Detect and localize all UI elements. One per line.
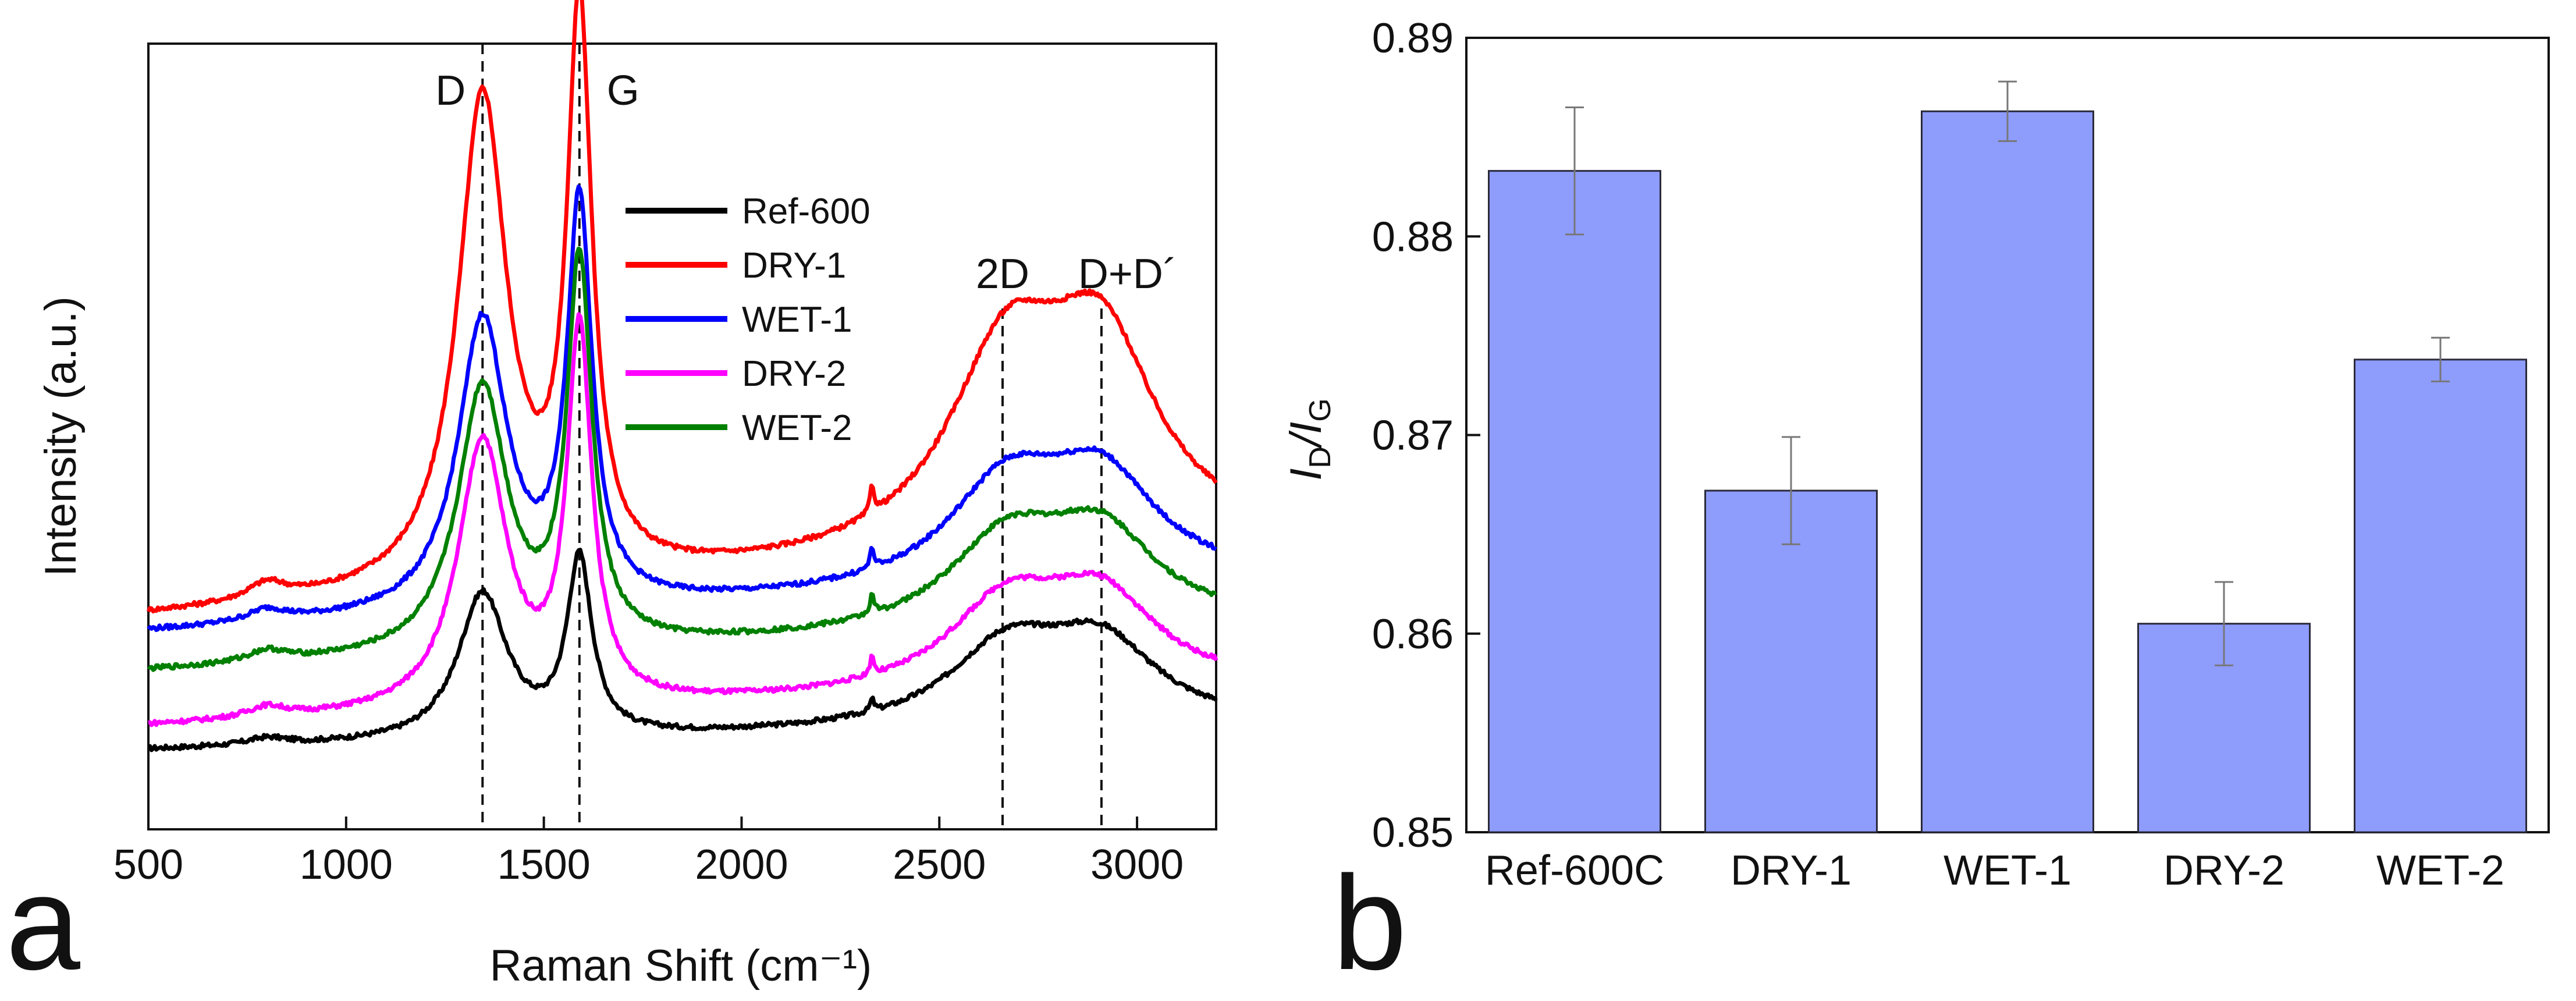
x-category-label: WET-2 <box>2376 847 2504 894</box>
panel-label-b: b <box>1333 848 1407 998</box>
series-line-ref-600 <box>148 548 1218 752</box>
peak-labels: D G 2D D+D´ <box>435 68 1177 297</box>
legend: Ref-600 DRY-1 WET-1 DRY-2 WET-2 <box>626 191 870 448</box>
legend-label: WET-1 <box>742 300 852 340</box>
x-category-label: DRY-2 <box>2163 847 2284 894</box>
x-axis-ticks: 500 1000 1500 2000 2500 3000 <box>113 817 1184 888</box>
ylabel-slash-i: /I <box>1281 422 1331 449</box>
x-tick-label: 500 <box>113 842 183 888</box>
legend-label: DRY-2 <box>742 354 846 394</box>
panel-a-raman-chart: 500 1000 1500 2000 2500 3000 D G 2D D+D´ Ref-600… <box>6 0 1218 998</box>
bars <box>1488 110 2527 833</box>
x-axis-title: Raman Shift (cm⁻¹) <box>490 941 872 991</box>
y-tick-label: 0.89 <box>1372 15 1454 62</box>
y-tick-label: 0.86 <box>1372 611 1454 658</box>
peak-label: D <box>435 68 466 114</box>
x-category-label: Ref-600C <box>1485 847 1664 894</box>
y-axis-title: Intensity (a.u.) <box>36 296 86 577</box>
series-line-dry-2 <box>148 312 1218 727</box>
panel-b-bar-chart: 0.85 0.86 0.87 0.88 0.89 Ref-600C DRY-1 WET-1 D… <box>1281 15 2550 998</box>
panel-label-a: a <box>6 848 80 998</box>
peak-label: D+D´ <box>1078 251 1177 297</box>
ylabel-sub-g: G <box>1303 398 1337 421</box>
peak-label: 2D <box>976 251 1029 297</box>
x-category-label: DRY-1 <box>1731 847 1852 894</box>
x-tick-label: 2500 <box>893 842 986 888</box>
series-line-dry-1 <box>146 0 1218 613</box>
legend-label: DRY-1 <box>742 246 846 286</box>
peak-label: G <box>607 68 639 114</box>
y-tick-label: 0.87 <box>1372 413 1454 459</box>
x-tick-label: 2000 <box>695 842 788 888</box>
legend-label: WET-2 <box>742 408 852 448</box>
x-category-label: WET-1 <box>1943 847 2072 894</box>
plot-frame-a <box>147 42 1217 830</box>
series-line-wet-2 <box>147 246 1217 672</box>
y-tick-label: 0.88 <box>1372 214 1454 260</box>
x-tick-label: 1000 <box>300 842 393 888</box>
x-tick-label: 3000 <box>1090 842 1184 888</box>
series-line-wet-1 <box>147 184 1217 632</box>
bar-wet-1 <box>1921 110 2094 833</box>
x-axis-category-labels: Ref-600C DRY-1 WET-1 DRY-2 WET-2 <box>1485 847 2504 894</box>
y-tick-label: 0.85 <box>1372 810 1454 856</box>
bar-ref-600c <box>1488 170 1661 833</box>
x-tick-label: 1500 <box>498 842 591 888</box>
bar-wet-2 <box>2354 358 2527 833</box>
spectra-series <box>146 0 1218 752</box>
ylabel-sub-d: D <box>1303 446 1337 468</box>
legend-label: Ref-600 <box>742 191 870 232</box>
error-bars <box>1565 80 2450 666</box>
y-axis-title-b: ID/IG <box>1281 398 1337 480</box>
y-axis-ticks: 0.85 0.86 0.87 0.88 0.89 <box>1372 15 1480 856</box>
bar-dry-1 <box>1704 489 1878 833</box>
ylabel-i-1: I <box>1281 468 1331 481</box>
